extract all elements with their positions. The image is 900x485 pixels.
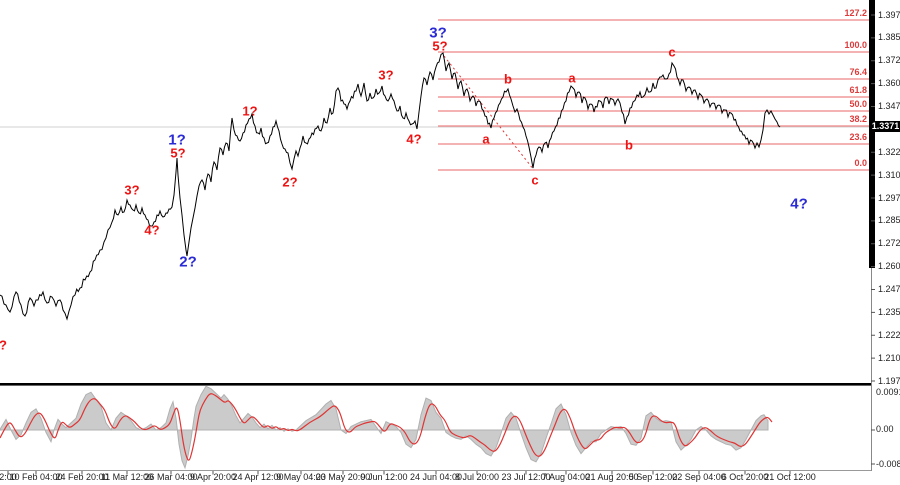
panel-separator[interactable] <box>0 383 871 386</box>
indicator-zero-label: 0.00 <box>876 424 894 434</box>
indicator-panel[interactable] <box>0 386 773 470</box>
trend-dashed-line[interactable] <box>443 55 535 171</box>
right-edge-black-bar <box>869 0 875 268</box>
indicator-red-line <box>0 393 773 461</box>
indicator-max-label: 0.0091 <box>876 387 900 397</box>
indicator-gray-area <box>0 386 769 470</box>
price-line-series <box>0 52 781 321</box>
current-price-value: 1.3371 <box>871 121 900 131</box>
indicator-min-label: -0.00862 <box>876 459 900 469</box>
current-price-badge: 1.3371 <box>871 121 900 132</box>
